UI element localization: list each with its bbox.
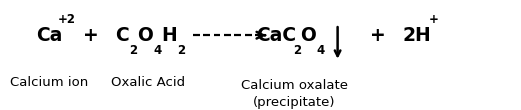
Text: O: O: [138, 26, 153, 45]
Text: Calcium ion: Calcium ion: [10, 76, 89, 89]
Text: 4: 4: [316, 44, 325, 57]
Text: +: +: [370, 26, 386, 45]
Text: 4: 4: [154, 44, 162, 57]
Text: +2: +2: [58, 13, 76, 26]
Text: 2H: 2H: [402, 26, 431, 45]
Text: H: H: [162, 26, 177, 45]
Text: 2: 2: [129, 44, 137, 57]
Text: +: +: [83, 26, 99, 45]
Text: O: O: [301, 26, 316, 45]
Text: (precipitate): (precipitate): [253, 96, 336, 109]
Text: Calcium oxalate: Calcium oxalate: [241, 79, 348, 92]
Text: Ca: Ca: [36, 26, 63, 45]
Text: CaC: CaC: [256, 26, 296, 45]
Text: +: +: [429, 13, 439, 26]
Text: Oxalic Acid: Oxalic Acid: [111, 76, 185, 89]
Text: 2: 2: [177, 44, 185, 57]
Text: C: C: [116, 26, 129, 45]
Text: 2: 2: [293, 44, 301, 57]
